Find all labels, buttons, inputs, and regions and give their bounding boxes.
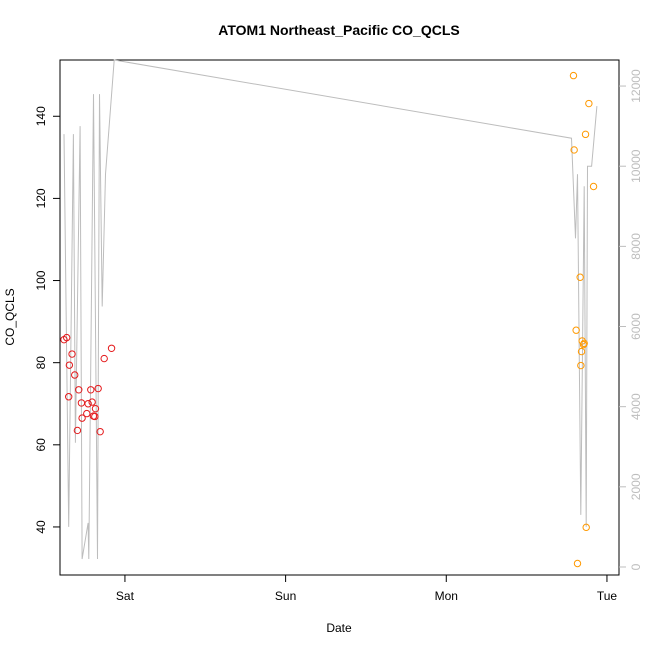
x-tick-label: Sun — [275, 589, 296, 603]
data-point — [572, 326, 580, 334]
data-point — [71, 371, 79, 379]
data-point — [100, 354, 108, 363]
data-point — [78, 414, 86, 422]
y-tick-label: 140 — [34, 106, 48, 126]
data-point — [65, 393, 73, 401]
data-point — [582, 523, 590, 532]
y2-tick-label: 2000 — [629, 473, 643, 500]
data-point — [73, 426, 82, 435]
data-point — [84, 400, 92, 408]
data-point — [573, 559, 582, 568]
y-tick-label: 120 — [34, 188, 48, 208]
chart-title: ATOM1 Northeast_Pacific CO_QCLS — [218, 22, 459, 38]
x-tick-label: Tue — [597, 589, 618, 603]
y2-tick-label: 12000 — [629, 69, 643, 103]
y2-axis-altitude: 0 2000 4000 6000 8000 10000 12000 — [619, 69, 643, 570]
data-point — [91, 404, 100, 413]
y2-tick-label: 4000 — [629, 393, 643, 420]
y2-tick-label: 0 — [629, 563, 643, 570]
y-tick-label: 60 — [34, 438, 48, 452]
y-tick-label: 80 — [34, 356, 48, 370]
data-point — [75, 386, 83, 394]
data-point — [62, 333, 71, 342]
y2-tick-label: 8000 — [629, 233, 643, 260]
x-tick-label: Mon — [435, 589, 458, 603]
data-point — [94, 384, 102, 393]
x-axis: Sat Sun Mon Tue — [116, 575, 617, 603]
data-point — [91, 412, 99, 421]
y-axis-label: CO_QCLS — [3, 288, 17, 345]
data-point — [585, 99, 593, 108]
data-point — [589, 182, 598, 191]
data-point — [96, 427, 104, 436]
data-point — [68, 350, 76, 358]
y-tick-label: 100 — [34, 270, 48, 290]
data-point — [580, 339, 588, 348]
data-point — [581, 130, 590, 139]
y-tick-label: 40 — [34, 520, 48, 534]
points-layer — [60, 71, 598, 568]
data-point — [87, 386, 95, 394]
data-point — [577, 361, 585, 370]
data-point — [107, 344, 116, 353]
altitude-line — [63, 59, 598, 560]
data-point — [569, 71, 578, 80]
altitude-series — [63, 59, 598, 560]
x-axis-label: Date — [326, 621, 352, 635]
data-point — [578, 337, 586, 345]
data-point — [577, 347, 586, 356]
data-point — [576, 273, 584, 281]
data-point — [65, 361, 74, 369]
y2-tick-label: 10000 — [629, 149, 643, 183]
plot-frame — [59, 59, 620, 576]
y-axis: 40 60 80 100 120 140 — [34, 106, 60, 534]
x-tick-label: Sat — [116, 589, 135, 603]
y2-tick-label: 6000 — [629, 313, 643, 340]
data-point — [83, 409, 91, 418]
data-point — [570, 146, 578, 154]
data-point — [88, 398, 96, 406]
